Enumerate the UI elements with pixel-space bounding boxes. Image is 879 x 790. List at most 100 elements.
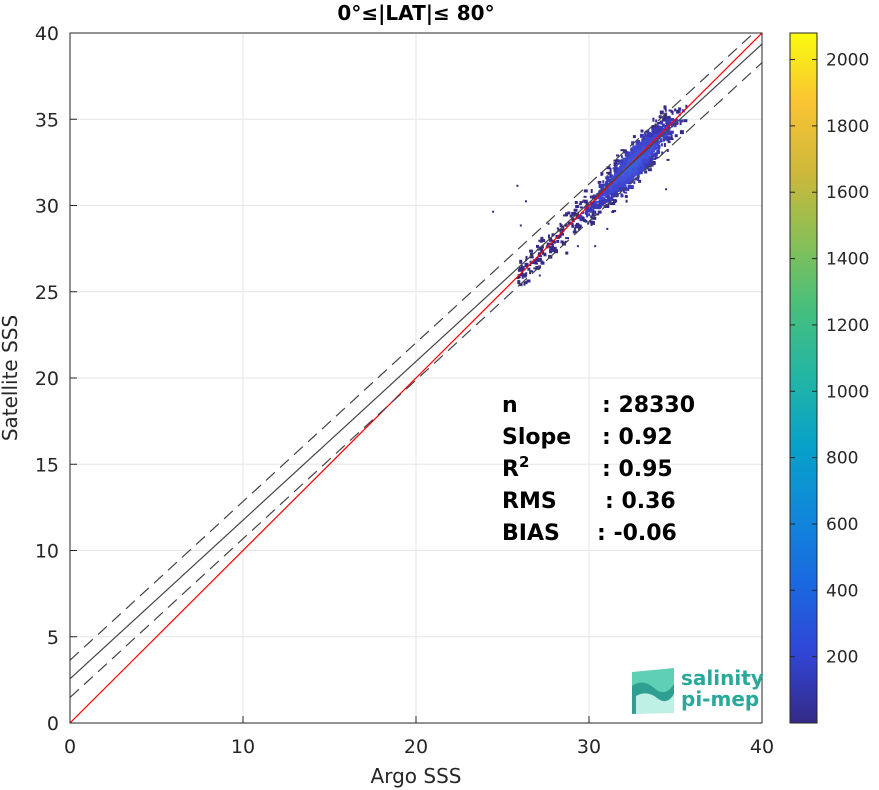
density-cell	[533, 261, 537, 265]
density-cell	[657, 144, 661, 149]
density-cell	[550, 246, 555, 250]
density-cell	[613, 184, 617, 188]
density-cell	[593, 206, 597, 209]
density-cell	[612, 202, 616, 205]
density-cell	[631, 174, 636, 178]
density-cell	[610, 196, 614, 201]
density-cell	[595, 203, 599, 206]
density-cell	[559, 232, 564, 236]
density-cell	[627, 155, 630, 160]
density-cell	[601, 187, 604, 190]
density-cell	[659, 138, 663, 142]
density-cell	[519, 259, 523, 264]
density-cell	[624, 187, 629, 191]
density-cell	[547, 222, 550, 225]
density-cell	[649, 145, 654, 149]
density-cell	[593, 200, 597, 203]
density-cell	[551, 248, 555, 251]
density-cell	[551, 244, 554, 247]
density-cell	[645, 159, 649, 164]
density-cell	[626, 170, 629, 173]
density-cell	[666, 148, 669, 152]
density-cell	[578, 214, 582, 219]
density-cell	[567, 211, 571, 215]
density-cell	[551, 240, 556, 244]
density-cell	[554, 250, 558, 254]
density-cell	[519, 224, 522, 227]
density-cell	[647, 137, 650, 139]
density-cell	[653, 133, 657, 136]
density-cell	[556, 227, 559, 230]
density-cell	[679, 119, 684, 123]
density-cell	[606, 166, 611, 170]
density-cell	[523, 275, 527, 278]
density-cell	[642, 159, 645, 164]
density-cell	[602, 183, 607, 187]
density-cell	[594, 245, 597, 248]
density-cell	[524, 200, 527, 203]
density-cell	[542, 250, 544, 255]
density-cell	[630, 185, 634, 190]
density-cell	[627, 185, 632, 189]
density-cell	[638, 168, 642, 172]
density-cell	[664, 118, 667, 122]
density-cell	[653, 157, 657, 160]
density-cell	[592, 214, 595, 217]
density-cell	[599, 204, 603, 208]
density-cell	[612, 186, 616, 191]
density-cell	[618, 168, 623, 172]
density-cell	[634, 150, 638, 153]
density-cell	[529, 271, 532, 275]
density-cell	[634, 148, 637, 150]
density-cell	[540, 260, 544, 265]
density-cell	[620, 193, 623, 198]
density-cell	[629, 173, 632, 177]
stat-value-r: : 0.95	[602, 457, 673, 482]
density-cell	[656, 123, 659, 127]
y-tick-label: 0	[47, 713, 59, 735]
logo-text-pimep: pi-mep	[681, 687, 759, 711]
x-tick-label: 40	[750, 736, 774, 758]
density-cell	[533, 259, 538, 263]
density-cell	[602, 197, 604, 201]
density-cell	[606, 227, 609, 230]
density-cell	[629, 180, 634, 184]
salinity-logo-icon	[632, 668, 674, 714]
density-cell	[591, 211, 595, 216]
y-tick-label: 30	[35, 196, 59, 218]
density-cell	[588, 213, 591, 217]
density-cell	[560, 228, 565, 232]
density-cell	[585, 208, 589, 213]
density-cell	[529, 249, 534, 253]
density-cell	[581, 217, 585, 219]
density-cell	[579, 201, 584, 204]
density-cell	[657, 147, 660, 151]
density-cell	[661, 151, 664, 155]
density-cell	[523, 273, 527, 277]
density-cell	[609, 185, 613, 190]
density-cell	[524, 262, 529, 267]
density-cell	[617, 169, 620, 172]
density-cell	[645, 150, 649, 154]
density-cell	[540, 248, 544, 253]
density-cell	[614, 174, 618, 178]
density-cell	[526, 279, 531, 283]
y-ticks: 0 5 10 15 20 25 30 35 40	[35, 23, 77, 735]
density-cell	[654, 146, 659, 150]
density-cell	[579, 206, 583, 209]
density-cell	[543, 254, 547, 257]
colorbar-tick-label: 2000	[826, 51, 869, 71]
density-cell	[667, 136, 671, 141]
density-cell	[644, 163, 647, 166]
density-cell	[614, 179, 618, 184]
density-cell	[655, 119, 658, 123]
density-cell	[538, 252, 541, 256]
density-cell	[621, 178, 623, 181]
logo-text-salinity: salinity	[681, 666, 764, 690]
density-cell	[599, 194, 604, 197]
density-cell	[666, 117, 671, 122]
density-cell	[620, 164, 625, 168]
density-cell	[529, 255, 534, 259]
density-cell	[609, 168, 612, 173]
density-cell	[540, 236, 544, 240]
